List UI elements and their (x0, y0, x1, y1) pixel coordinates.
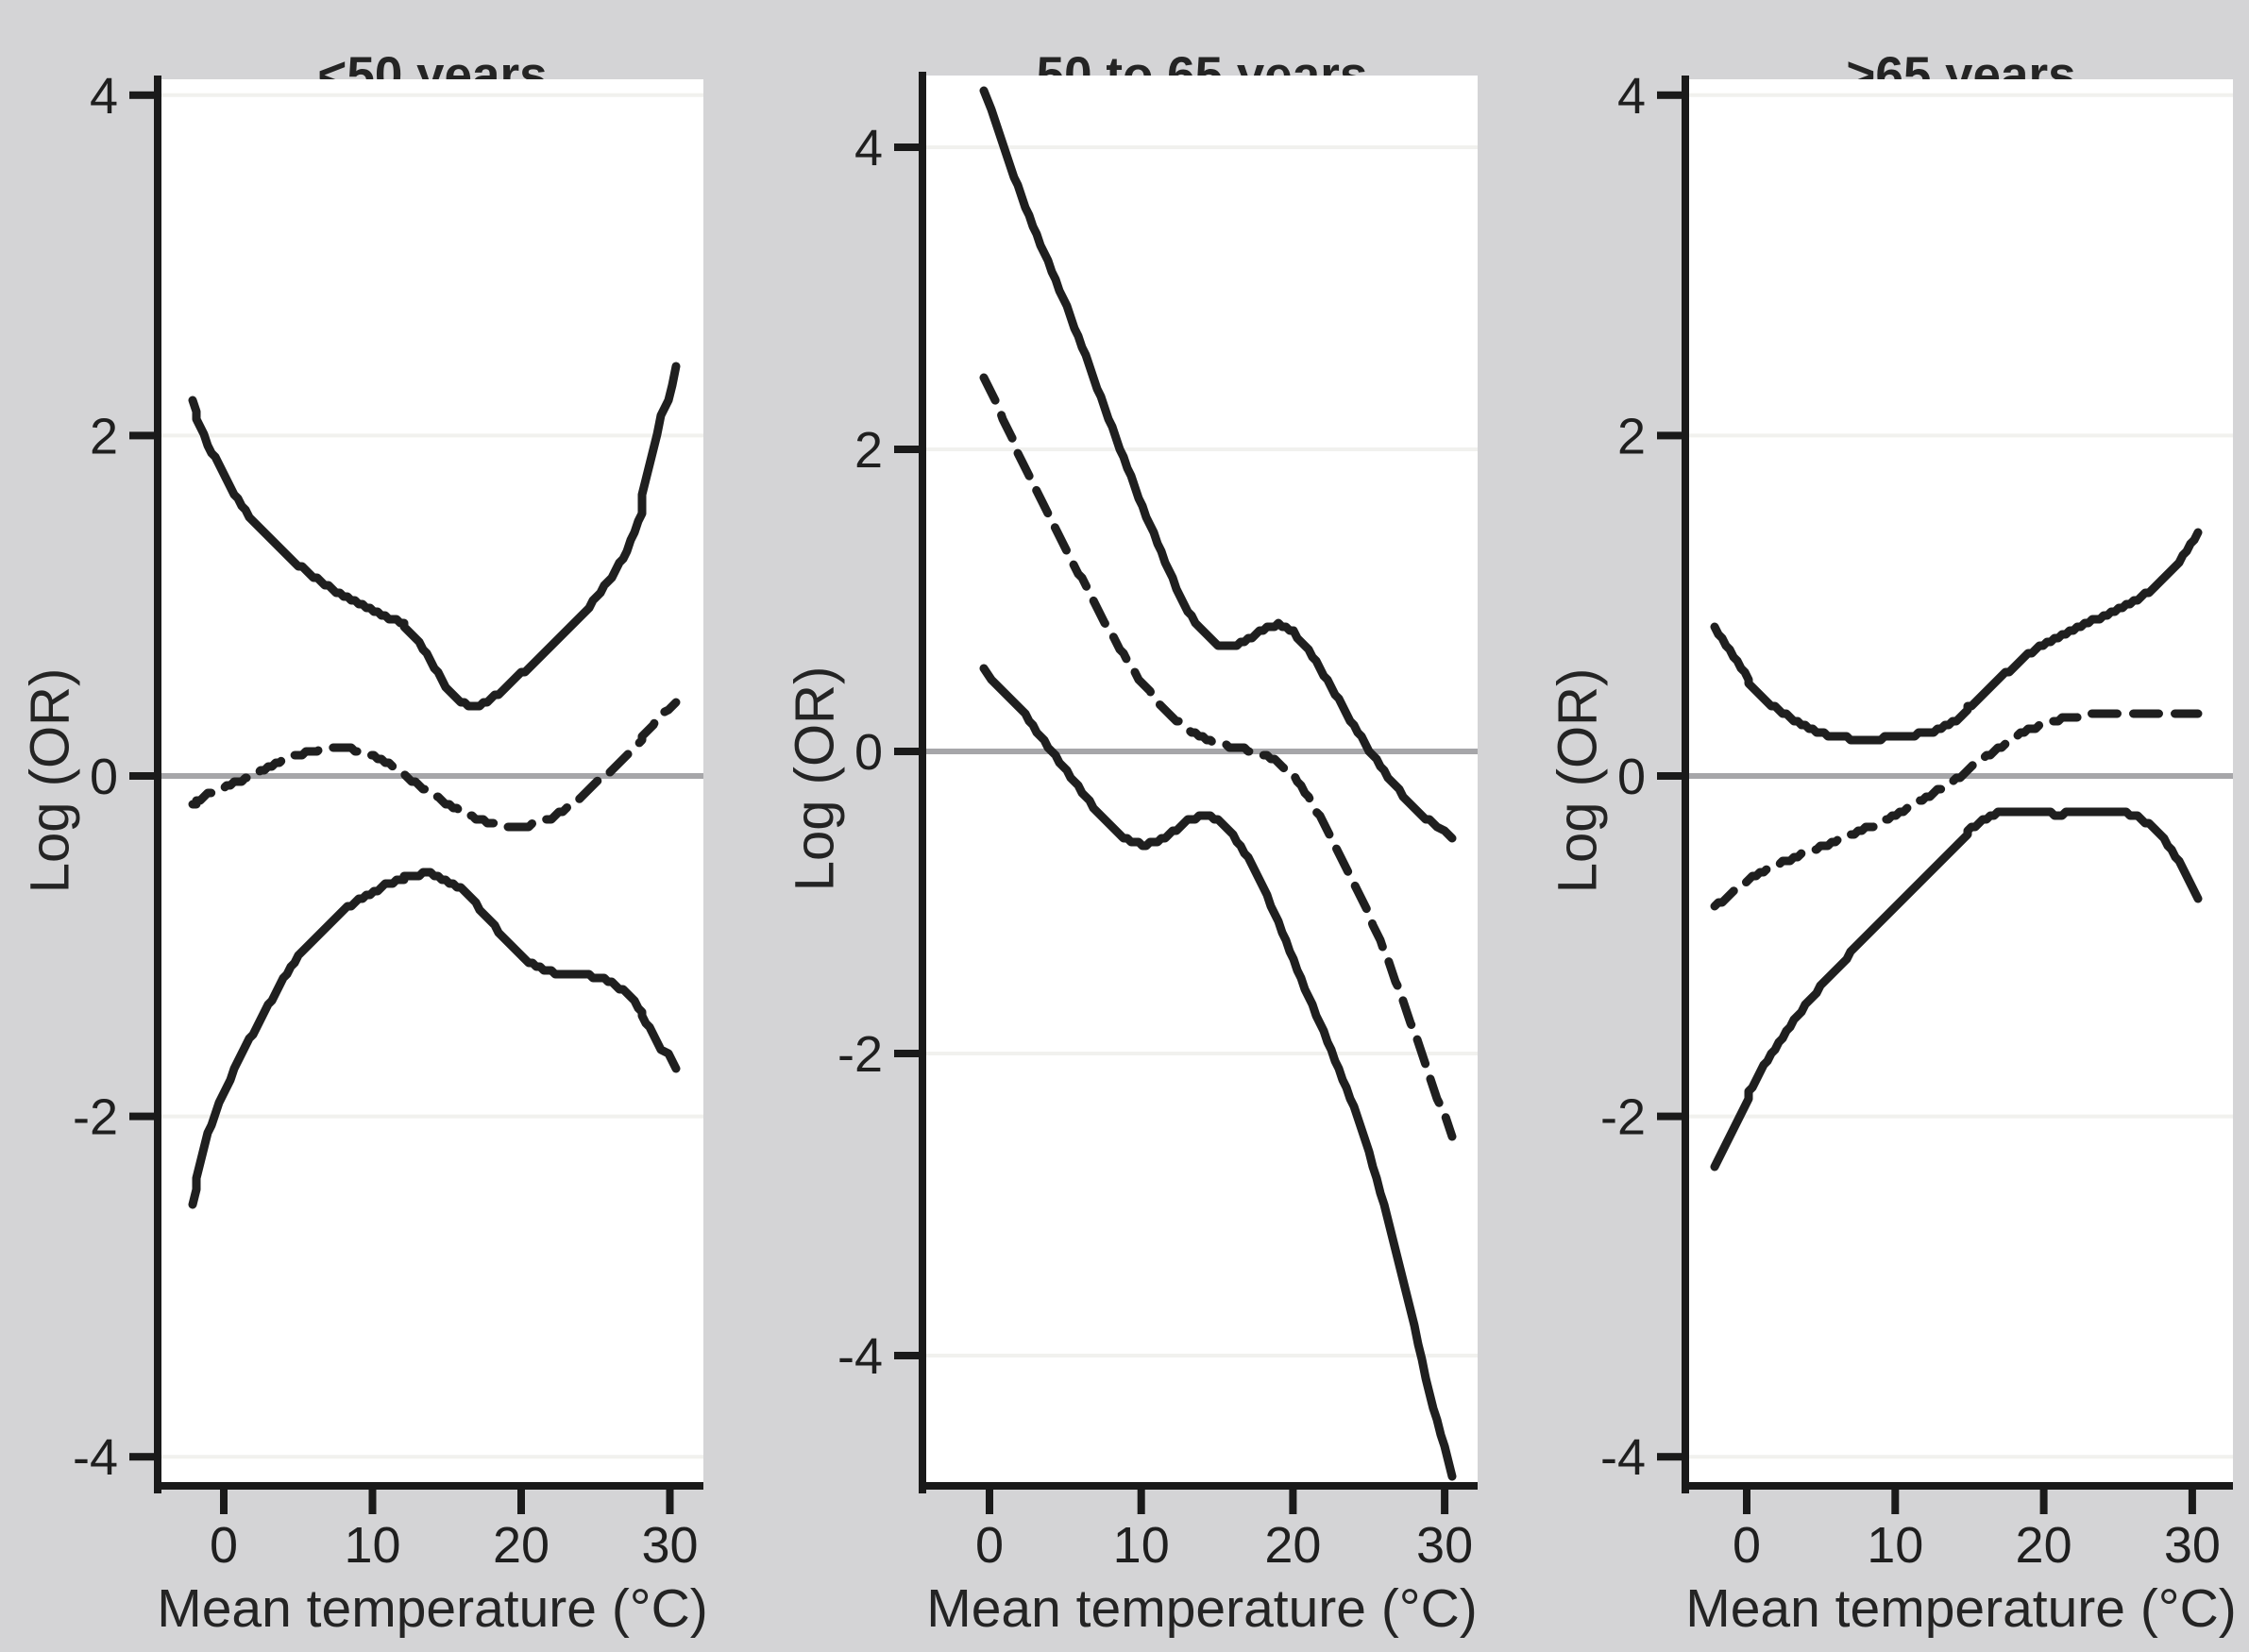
y-tick-0 (129, 772, 154, 780)
x-tick-label-10: 10 (344, 1517, 400, 1574)
y-tick-4 (1657, 91, 1682, 99)
x-tick-label-10: 10 (1113, 1517, 1170, 1574)
y-tick-label-4: 4 (90, 68, 118, 125)
y-tick--4 (129, 1453, 154, 1461)
x-tick-20 (517, 1490, 525, 1514)
y-tick-label-2: 2 (1617, 408, 1646, 464)
plot-area (926, 76, 1478, 1482)
x-axis-label: Mean temperature (°C) (157, 1578, 708, 1639)
y-tick-4 (894, 143, 919, 151)
confidence-limit-curve-solid (979, 664, 1457, 1481)
x-tick-30 (2188, 1490, 2196, 1514)
y-tick-label--4: -4 (837, 1328, 883, 1385)
x-axis-label: Mean temperature (°C) (1685, 1578, 2237, 1639)
y-tick-2 (129, 431, 154, 440)
estimate-curve-dashed (188, 698, 681, 832)
x-tick-label-0: 0 (975, 1517, 1004, 1574)
estimate-curve-dashed (1710, 709, 2203, 911)
x-tick-0 (986, 1490, 993, 1514)
x-tick-label-0: 0 (1733, 1517, 1761, 1574)
confidence-limit-curve-solid (1710, 807, 2203, 1172)
y-tick-label-2: 2 (90, 408, 118, 464)
confidence-limit-curve-solid (1710, 528, 2203, 745)
y-tick-label--2: -2 (1600, 1089, 1646, 1146)
plot-under-50-years: -4 -2 0 2 4 0 10 20 30 (73, 68, 703, 1574)
y-tick--2 (1657, 1112, 1682, 1121)
y-tick--2 (894, 1050, 919, 1057)
plot-area (161, 79, 703, 1482)
y-axis-line (154, 76, 161, 1493)
y-tick--2 (129, 1112, 154, 1121)
x-tick-30 (666, 1490, 674, 1514)
y-tick-label--4: -4 (73, 1429, 118, 1486)
y-tick-label-2: 2 (854, 422, 883, 479)
x-tick-10 (1891, 1490, 1900, 1514)
y-tick-label-4: 4 (1617, 68, 1646, 125)
y-tick--4 (894, 1352, 919, 1359)
y-tick-4 (129, 91, 154, 99)
panel-under-50-years: <50 years Log (OR) -4 -2 0 2 4 0 10 20 30 Mean t… (0, 0, 750, 1652)
y-tick-label--2: -2 (837, 1026, 883, 1083)
x-tick-label-30: 30 (641, 1517, 698, 1574)
y-tick-label--4: -4 (1600, 1429, 1646, 1486)
y-tick-0 (1657, 772, 1682, 780)
x-axis-label: Mean temperature (°C) (926, 1578, 1478, 1639)
x-tick-label-10: 10 (1867, 1517, 1923, 1574)
x-tick-30 (1441, 1490, 1449, 1514)
confidence-limit-curve-solid (979, 86, 1457, 843)
confidence-limit-curve-solid (188, 362, 681, 711)
x-tick-label-20: 20 (1264, 1517, 1321, 1574)
y-axis-line (1682, 76, 1689, 1493)
x-tick-label-20: 20 (493, 1517, 550, 1574)
panel-over-65-years: >65 years Log (OR) -4 -2 0 2 4 0 10 20 30 Mean t… (1499, 0, 2249, 1652)
y-tick--4 (1657, 1453, 1682, 1461)
x-tick-label-20: 20 (2016, 1517, 2072, 1574)
y-tick-label--2: -2 (73, 1089, 118, 1146)
confidence-limit-curve-solid (188, 868, 681, 1209)
x-tick-10 (368, 1490, 377, 1514)
x-tick-label-30: 30 (2164, 1517, 2221, 1574)
plot-over-65-years: -4 -2 0 2 4 0 10 20 30 (1600, 68, 2233, 1574)
x-tick-20 (2039, 1490, 2048, 1514)
y-tick-2 (1657, 431, 1682, 440)
y-tick-label-0: 0 (1617, 749, 1646, 805)
x-axis-line (919, 1482, 1478, 1490)
y-tick-label-4: 4 (854, 120, 883, 177)
y-axis-line (919, 72, 926, 1493)
y-tick-label-0: 0 (854, 724, 883, 781)
panel-50-to-65-years: 50 to 65 years Log (OR) -4 -2 0 2 4 0 10 20 30 M… (750, 0, 1499, 1652)
x-axis-line (1682, 1482, 2233, 1490)
x-tick-label-0: 0 (210, 1517, 238, 1574)
x-axis-line (154, 1482, 703, 1490)
plot-50-to-65-years: -4 -2 0 2 4 0 10 20 30 (837, 72, 1478, 1574)
y-tick-0 (894, 748, 919, 755)
y-tick-2 (894, 446, 919, 453)
y-tick-label-0: 0 (90, 749, 118, 805)
x-tick-20 (1289, 1490, 1297, 1514)
x-tick-10 (1137, 1490, 1145, 1514)
x-tick-0 (220, 1490, 228, 1514)
x-tick-0 (1743, 1490, 1750, 1514)
estimate-curve-dashed (979, 373, 1457, 1141)
x-tick-label-30: 30 (1416, 1517, 1473, 1574)
